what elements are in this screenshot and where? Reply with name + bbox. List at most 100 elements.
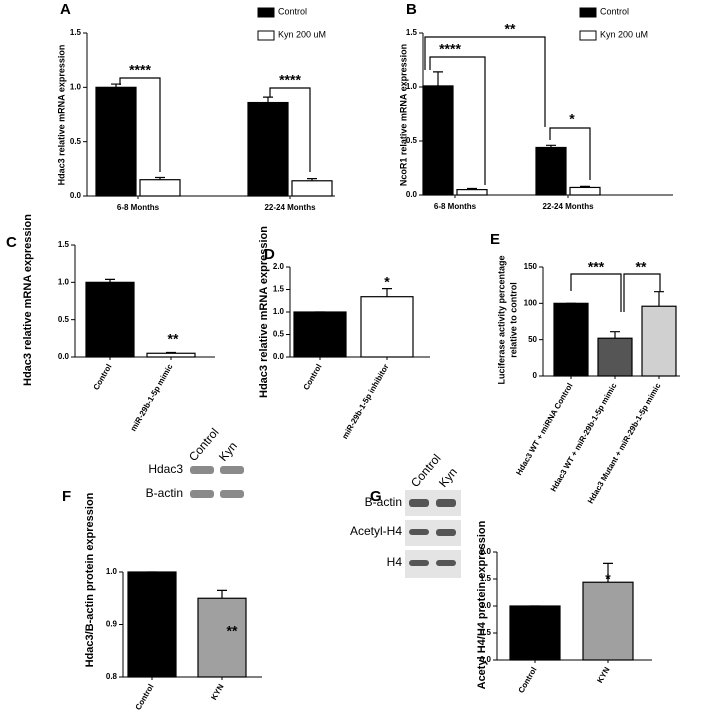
bar: [422, 85, 454, 196]
error-bar: [217, 589, 227, 599]
error-bar: [433, 71, 443, 86]
y-tick-label: 0.5: [58, 315, 70, 324]
error-bar: [111, 83, 121, 88]
y-tick-label: 1.5: [273, 285, 285, 294]
error-bar: [166, 351, 176, 354]
blot-band: [436, 499, 456, 507]
error-bar: [105, 278, 115, 283]
y-tick-label: 50: [528, 335, 537, 344]
y-tick-label: 1.0: [480, 601, 492, 610]
blot-band: [409, 499, 429, 507]
lane-label: Control: [408, 451, 444, 490]
legend-swatch: [257, 30, 275, 41]
y-tick-label: 1.0: [273, 307, 285, 316]
y-tick-label: 1.0: [406, 82, 418, 91]
significance: ****: [129, 62, 151, 78]
y-axis-label: relative to control: [508, 282, 518, 358]
panel-label: C: [6, 234, 17, 251]
y-tick-label: 0.0: [480, 655, 492, 664]
blot-band: [436, 560, 456, 566]
panel-label: B: [406, 1, 417, 18]
y-tick-label: 2.0: [480, 547, 492, 556]
y-axis-label: Hdac3/B-actin protein expression: [84, 492, 96, 667]
legend-label: Kyn 200 uM: [278, 29, 326, 39]
bar: [597, 337, 633, 377]
bar: [553, 302, 589, 377]
y-tick-label: 1.5: [406, 28, 418, 37]
y-tick-label: 1.5: [70, 28, 82, 37]
significance-bracket: [119, 77, 161, 172]
row-label: Acetyl-H4: [350, 524, 402, 538]
blot-band: [436, 529, 456, 536]
x-tick-label: Control: [517, 666, 539, 695]
bar: [535, 146, 567, 196]
y-tick-label: 100: [524, 298, 538, 307]
bar: [456, 189, 488, 196]
significance-bracket: [269, 87, 311, 172]
x-tick-label: Control: [92, 363, 114, 392]
blot-band: [190, 466, 214, 474]
significance-bracket: [429, 56, 486, 185]
blot-band: [190, 490, 214, 498]
bar: [146, 352, 196, 358]
bar: [293, 311, 347, 358]
significance: **: [505, 21, 516, 37]
significance: **: [636, 259, 647, 275]
y-tick-label: 1.5: [480, 574, 492, 583]
blot-band: [220, 466, 244, 474]
bar: [641, 305, 677, 377]
y-axis-label: Hdac3 relative mRNA expression: [56, 45, 66, 186]
x-tick-label: KYN: [209, 682, 225, 701]
y-tick-label: 1.0: [106, 567, 118, 576]
bar: [139, 179, 181, 197]
y-tick-label: 0.5: [480, 628, 492, 637]
lane-label: Kyn: [216, 439, 240, 464]
significance: ****: [279, 72, 301, 88]
significance: ***: [588, 259, 605, 275]
blot-band: [220, 490, 244, 498]
panel-label: A: [60, 1, 71, 18]
bar: [360, 296, 414, 358]
y-axis-label: NcoR1 relative mRNA expression: [398, 44, 408, 186]
panel-label: D: [264, 246, 275, 263]
panel-label: F: [62, 488, 71, 505]
bar: [197, 597, 247, 678]
significance: ****: [439, 41, 461, 57]
x-tick-label: Hdac3 Mutant + miR-29b-1-5p mimic: [586, 381, 663, 505]
bar: [509, 605, 561, 661]
row-label: B-actin: [365, 495, 402, 509]
legend-label: Kyn 200 uM: [600, 29, 648, 39]
significance-bracket: [549, 127, 591, 180]
y-tick-label: 0.0: [406, 190, 418, 199]
significance: *: [569, 111, 575, 127]
x-tick-label: 22-24 Months: [264, 203, 316, 212]
significance: *: [384, 274, 390, 290]
bar: [569, 186, 601, 196]
lane-label: Control: [186, 425, 222, 464]
panel-label: G: [370, 488, 382, 505]
significance-bracket: [623, 273, 661, 312]
bar: [85, 281, 135, 358]
x-tick-label: miR-29b-1-5p mimic: [129, 362, 175, 433]
row-label: B-actin: [146, 486, 183, 500]
panel-label: E: [490, 231, 500, 248]
y-tick-label: 0.5: [70, 137, 82, 146]
significance: *: [605, 571, 611, 587]
significance-bracket: [570, 273, 622, 312]
legend-label: Control: [600, 6, 629, 16]
error-bar: [382, 288, 392, 297]
error-bar: [546, 144, 556, 148]
error-bar: [610, 331, 620, 339]
blot-band: [409, 560, 429, 566]
y-axis-label: Hdac3 relative mRNA expression: [22, 214, 34, 386]
legend-swatch: [579, 30, 597, 41]
y-axis-label: Acetyl H4/H4 protein expression: [476, 520, 488, 689]
y-tick-label: 150: [524, 262, 538, 271]
x-tick-label: 22-24 Months: [542, 202, 594, 211]
y-tick-label: 0.0: [58, 352, 70, 361]
x-tick-label: 6-8 Months: [117, 203, 160, 212]
x-tick-label: miR-29b-1-5p inhibitor: [340, 363, 390, 441]
error-bar: [155, 176, 165, 180]
legend-swatch: [257, 7, 275, 18]
